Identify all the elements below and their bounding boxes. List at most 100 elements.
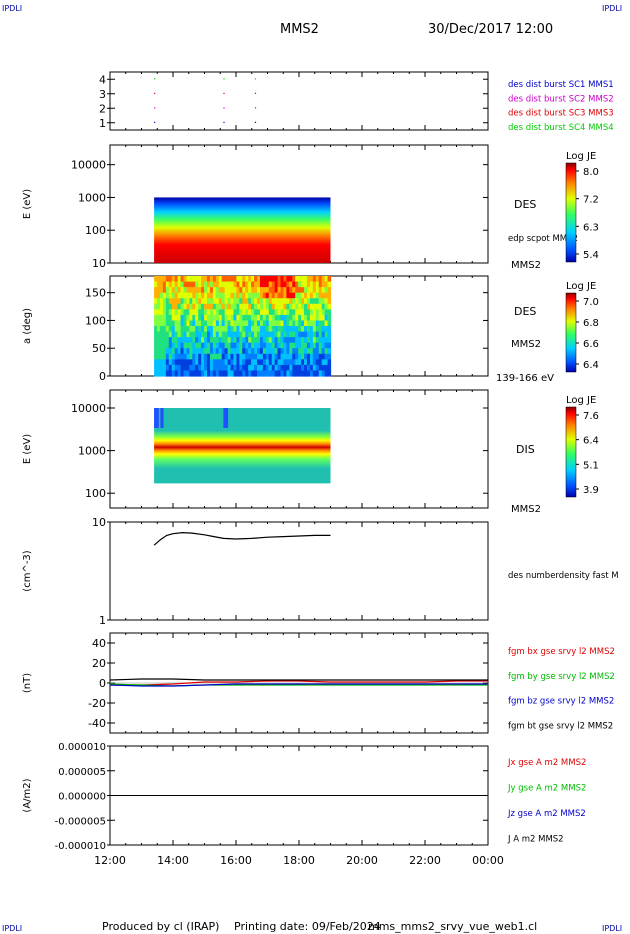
- pitch-cell: [257, 353, 261, 360]
- pitch-cell: [177, 353, 182, 360]
- pitch-cell: [215, 276, 220, 283]
- pitch-cell: [292, 320, 296, 327]
- pitch-cell: [257, 370, 261, 377]
- pitch-cell: [324, 303, 329, 310]
- pitch-cell: [301, 309, 305, 316]
- pitch-cell: [298, 314, 302, 322]
- pitch-cell: [183, 370, 188, 377]
- pitch-cell: [168, 331, 173, 338]
- pitch-cell: [227, 342, 232, 349]
- pitch-cell: [301, 364, 305, 372]
- pitch-cell: [324, 309, 329, 316]
- time-tick-label: 22:00: [409, 854, 441, 867]
- pitch-cell: [283, 337, 287, 344]
- pitch-cell: [289, 353, 293, 360]
- pitch-cell: [265, 342, 270, 349]
- pitch-cell: [271, 309, 276, 316]
- pitch-cell: [242, 303, 246, 310]
- pitch-cell: [306, 364, 311, 372]
- pitch-cell: [218, 348, 223, 355]
- pitch-cell: [157, 337, 161, 344]
- pitch-cell: [165, 342, 170, 349]
- pitch-cell: [204, 314, 208, 322]
- pitch-cell: [292, 309, 296, 316]
- pitch-cell: [321, 364, 326, 372]
- pitch-cell: [306, 298, 311, 305]
- pitch-cell: [312, 292, 317, 299]
- pitch-cell: [304, 342, 308, 349]
- pitch-cell: [327, 353, 332, 360]
- pitch-cell: [183, 314, 188, 322]
- pitch-cell: [248, 292, 252, 299]
- pitch-cell: [189, 287, 193, 294]
- pitch-cell: [315, 326, 320, 333]
- pitch-cell: [159, 353, 164, 360]
- pitch-cell: [209, 353, 214, 360]
- pitch-cell: [159, 298, 164, 305]
- pitch-cell: [277, 298, 282, 305]
- pitch-cell: [204, 326, 208, 333]
- pitch-cell: [239, 337, 243, 344]
- pitch-cell: [277, 287, 282, 294]
- pitch-cell: [177, 287, 182, 294]
- pitch-cell: [318, 348, 323, 355]
- pitch-cell: [215, 331, 220, 338]
- pitch-cell: [304, 326, 308, 333]
- pitch-cell: [183, 292, 188, 299]
- pitch-cell: [239, 309, 243, 316]
- pitch-cell: [215, 348, 220, 355]
- pitch-cell: [318, 353, 323, 360]
- pitch-cell: [224, 342, 229, 349]
- pitch-cell: [171, 337, 176, 344]
- pitch-cell: [174, 359, 179, 366]
- pitch-cell: [295, 320, 299, 327]
- pitch-cell: [174, 303, 179, 310]
- pitch-cell: [230, 370, 235, 377]
- pitch-cell: [327, 370, 332, 377]
- pitch-cell: [177, 292, 182, 299]
- pitch-cell: [236, 326, 240, 333]
- pitch-cell: [324, 370, 329, 377]
- time-tick-label: 16:00: [220, 854, 252, 867]
- pitch-cell: [215, 292, 220, 299]
- pitch-cell: [180, 320, 185, 327]
- pitch-cell: [257, 298, 261, 305]
- pitch-cell: [280, 370, 285, 377]
- y-tick-label-current_density: -0.000005: [55, 816, 106, 827]
- pitch-cell: [154, 281, 158, 288]
- pitch-cell: [277, 326, 282, 333]
- pitch-cell: [248, 359, 252, 366]
- pitch-cell: [280, 331, 285, 338]
- pitch-cell: [236, 337, 240, 344]
- pitch-cell: [289, 281, 293, 288]
- pitch-cell: [230, 320, 235, 327]
- pitch-cell: [192, 314, 196, 322]
- pitch-cell: [312, 309, 317, 316]
- burst-marker: [223, 78, 225, 80]
- pitch-cell: [183, 337, 188, 344]
- y-tick-label-des_pitch: 150: [85, 287, 106, 300]
- pitch-cell: [230, 276, 235, 283]
- pitch-cell: [207, 370, 211, 377]
- pitch-cell: [221, 276, 226, 283]
- pitch-cell: [180, 370, 185, 377]
- pitch-cell: [286, 281, 290, 288]
- pitch-cell: [257, 359, 261, 366]
- pitch-cell: [324, 314, 329, 322]
- pitch-cell: [295, 353, 299, 360]
- density-series-label: des numberdensity fast M: [508, 571, 619, 581]
- pitch-cell: [274, 303, 279, 310]
- pitch-cell: [227, 348, 232, 355]
- pitch-cell: [280, 353, 285, 360]
- burst-marker: [154, 92, 156, 94]
- pitch-cell: [271, 331, 276, 338]
- pitch-cell: [227, 326, 232, 333]
- pitch-cell: [259, 314, 264, 322]
- pitch-cell: [271, 326, 276, 333]
- pitch-cell: [265, 287, 270, 294]
- pitch-cell: [215, 364, 220, 372]
- pitch-cell: [168, 298, 173, 305]
- pitch-cell: [192, 364, 196, 372]
- pitch-cell: [271, 342, 276, 349]
- pitch-cell: [265, 309, 270, 316]
